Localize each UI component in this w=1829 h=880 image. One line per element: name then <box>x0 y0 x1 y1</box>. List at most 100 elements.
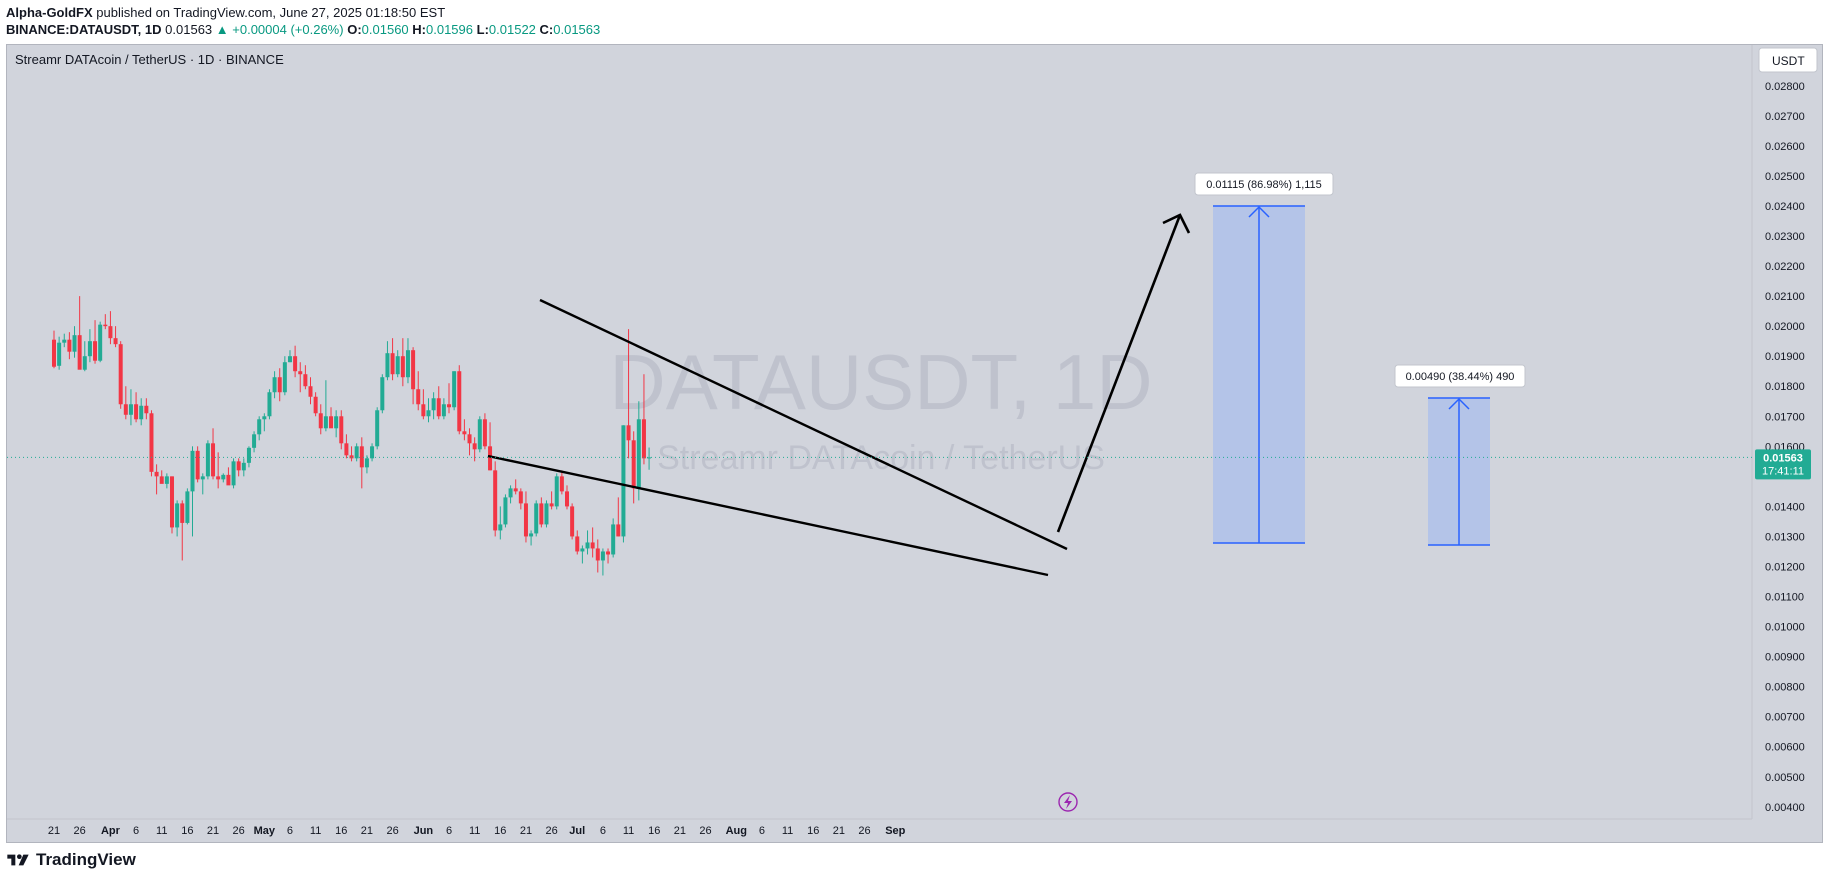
candle <box>123 386 128 420</box>
candle-body <box>600 551 605 561</box>
candle <box>139 398 144 426</box>
candle-body <box>52 339 56 367</box>
candle <box>308 377 313 405</box>
candle <box>370 443 375 462</box>
candle-body <box>462 431 467 435</box>
target-label-2-box <box>1394 364 1526 388</box>
time-tick-label: 6 <box>287 825 293 837</box>
candle <box>211 428 216 480</box>
candle-body <box>334 416 339 429</box>
time-tick-label: 11 <box>310 825 321 837</box>
high-value: 0.01596 <box>426 22 473 37</box>
candle-body <box>190 450 195 492</box>
time-tick-label: 21 <box>207 825 219 837</box>
candle <box>436 386 441 420</box>
candle-body <box>108 326 113 339</box>
candle-body <box>380 377 385 411</box>
price-tick-label: 0.02300 <box>1765 231 1805 243</box>
candle-body <box>477 419 482 450</box>
lightning-icon[interactable] <box>1058 792 1078 812</box>
candle <box>303 365 308 390</box>
price-tick-label: 0.02800 <box>1765 81 1805 93</box>
candle <box>113 326 118 348</box>
publisher-name[interactable]: Alpha-GoldFX <box>6 5 93 20</box>
time-tick-label: 16 <box>807 825 819 837</box>
candle-body <box>431 398 436 411</box>
candle <box>67 332 72 360</box>
candle <box>77 296 82 370</box>
candle <box>134 392 139 423</box>
candle <box>205 440 210 480</box>
currency-button[interactable]: USDT <box>1758 47 1818 73</box>
currency-button-label: USDT <box>1772 54 1805 68</box>
candle <box>606 548 611 564</box>
time-tick-label: 6 <box>600 825 606 837</box>
candle-body <box>580 548 585 552</box>
time-tick-label: Jun <box>414 825 434 837</box>
candle <box>513 479 518 495</box>
chart-frame[interactable]: DATAUSDT, 1D Streamr DATAcoin / TetherUS… <box>6 44 1823 843</box>
chart-canvas[interactable]: DATAUSDT, 1D Streamr DATAcoin / TetherUS… <box>7 45 1822 842</box>
candle <box>72 326 77 358</box>
candle-body <box>72 335 77 352</box>
low-value: 0.01522 <box>488 22 536 37</box>
target-label-1: 0.01115 (86.98%) 1,115 <box>1206 179 1322 191</box>
candle <box>282 356 287 396</box>
candle-body <box>308 386 313 397</box>
candle <box>236 458 241 477</box>
candle-body <box>441 404 446 417</box>
candle <box>477 416 482 453</box>
candle <box>62 333 67 348</box>
time-tick-label: 26 <box>545 825 557 837</box>
candle <box>580 545 585 564</box>
time-tick-label: Jul <box>569 825 585 837</box>
candle-body <box>241 462 246 471</box>
candle-body <box>523 503 528 537</box>
candle <box>575 530 580 555</box>
published-text: published on TradingView.com, June 27, 2… <box>96 5 446 20</box>
close-value: 0.01563 <box>553 22 601 37</box>
candle <box>411 347 416 405</box>
candle-body <box>164 476 169 484</box>
time-tick-label: 6 <box>133 825 139 837</box>
target-label-2: 0.00490 (38.44%) 490 <box>1406 371 1515 383</box>
time-tick-label: 6 <box>446 825 452 837</box>
candle-body <box>426 410 431 417</box>
price-tick-label: 0.01300 <box>1765 531 1805 543</box>
footer-brand: TradingView <box>36 850 136 869</box>
candle <box>529 530 534 546</box>
candle <box>416 371 421 411</box>
candle <box>257 416 262 441</box>
price-tick-label: 0.00700 <box>1765 712 1805 724</box>
candle <box>503 494 508 528</box>
candle-body <box>549 503 554 507</box>
candle-body <box>539 503 544 525</box>
drawings-layer <box>487 205 1490 577</box>
tradingview-logo-icon <box>7 854 29 866</box>
time-tick-label: 26 <box>858 825 870 837</box>
candle-body <box>267 392 272 417</box>
candle-body <box>62 339 67 343</box>
open-value: 0.01560 <box>361 22 409 37</box>
candle-body <box>621 425 626 537</box>
candle <box>385 341 390 381</box>
candle-body <box>287 356 292 363</box>
candle-body <box>498 524 503 531</box>
time-tick-label: Sep <box>885 825 905 837</box>
candle <box>344 434 349 459</box>
candle <box>349 446 354 462</box>
price-tick-label: 0.02700 <box>1765 111 1805 123</box>
candle <box>144 398 149 420</box>
price-tick-label: 0.02600 <box>1765 141 1805 153</box>
candle <box>221 473 226 483</box>
candle <box>544 500 549 528</box>
symbol-line: BINANCE:DATAUSDT, 1D <box>6 22 162 37</box>
candle-body <box>272 377 277 393</box>
candle-body <box>544 503 549 525</box>
candle <box>626 329 631 459</box>
candle <box>611 518 616 558</box>
candle <box>293 345 298 378</box>
candle <box>441 398 446 420</box>
tradingview-footer[interactable]: TradingView <box>6 850 136 870</box>
candle <box>498 506 503 540</box>
